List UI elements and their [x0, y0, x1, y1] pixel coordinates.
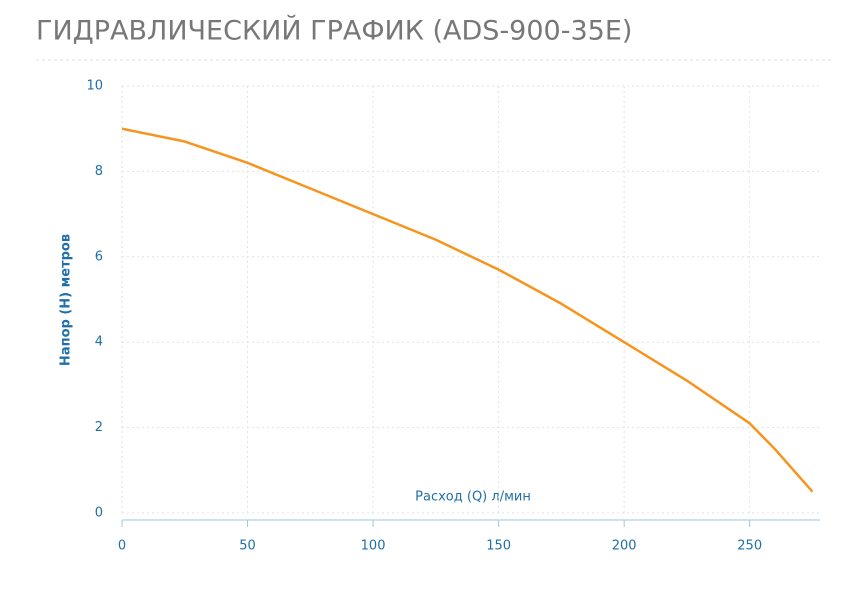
y-tick-label: 4 — [95, 335, 103, 350]
chart-title: ГИДРАВЛИЧЕСКИЙ ГРАФИК (ADS-900-35E) — [36, 15, 632, 47]
y-tick-label: 2 — [95, 420, 103, 435]
y-tick-label: 0 — [95, 506, 103, 521]
x-tick-label: 150 — [486, 539, 511, 554]
y-tick-label: 6 — [95, 249, 103, 264]
x-tick-label: 0 — [118, 539, 126, 554]
y-tick-label: 8 — [95, 164, 103, 179]
x-tick-label: 50 — [239, 539, 256, 554]
x-axis-label: Расход (Q) л/мин — [415, 490, 531, 505]
y-axis-label: Напор (H) метров — [59, 234, 74, 366]
x-tick-label: 200 — [612, 539, 637, 554]
x-tick-label: 100 — [361, 539, 386, 554]
y-tick-label: 10 — [86, 79, 103, 94]
x-tick-label: 250 — [737, 539, 762, 554]
data-line — [121, 127, 814, 493]
